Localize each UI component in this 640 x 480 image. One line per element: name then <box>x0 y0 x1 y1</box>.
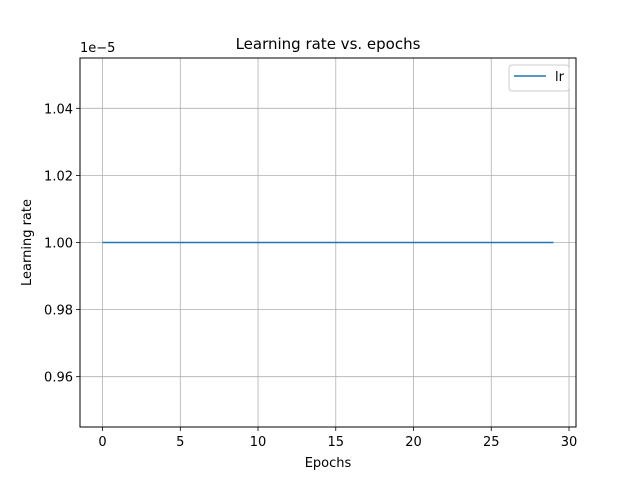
y-tick-label: 1.04 <box>44 102 73 117</box>
legend-box <box>508 64 570 92</box>
x-axis-ticks: 0 5 10 15 20 25 30 <box>98 427 577 450</box>
x-tick-label: 15 <box>328 435 345 450</box>
x-tick-label: 30 <box>561 435 578 450</box>
y-tick-label: 0.98 <box>44 304 73 319</box>
y-tick-label: 0.96 <box>44 371 73 386</box>
y-axis-ticks: 0.96 0.98 1.00 1.02 1.04 <box>44 102 80 386</box>
y-tick-label: 1.00 <box>44 237 73 252</box>
y-axis-offset-text: 1e−5 <box>80 41 115 56</box>
chart-title: Learning rate vs. epochs <box>236 35 421 53</box>
y-axis-label: Learning rate <box>20 199 35 286</box>
x-tick-label: 20 <box>405 435 422 450</box>
x-tick-label: 0 <box>98 435 106 450</box>
legend-label-lr: lr <box>555 70 565 85</box>
x-tick-label: 25 <box>483 435 500 450</box>
legend: lr <box>508 64 570 92</box>
y-tick-label: 1.02 <box>44 169 73 184</box>
x-axis-label: Epochs <box>305 456 352 471</box>
x-tick-label: 10 <box>250 435 267 450</box>
x-tick-label: 5 <box>176 435 184 450</box>
